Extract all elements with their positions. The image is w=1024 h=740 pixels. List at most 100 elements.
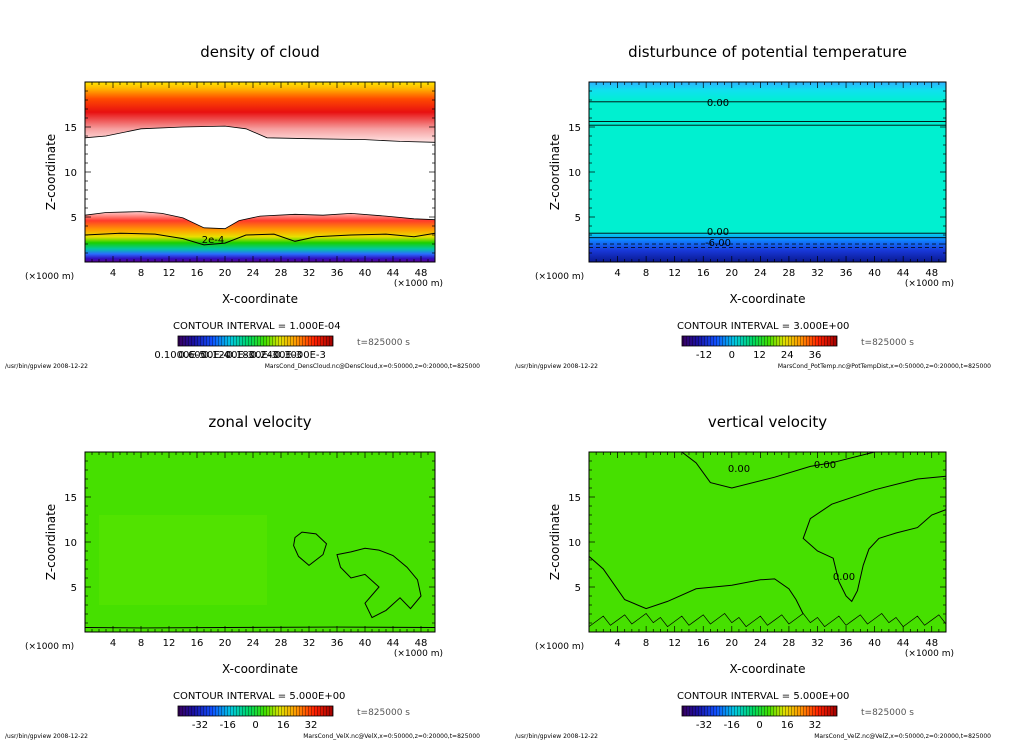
footer-right: MarsCond_VelX.nc@VelX,x=0:50000,z=0:2000… — [303, 733, 480, 740]
colorbar-label: 12 — [753, 350, 766, 361]
x-tick-label: 12 — [668, 638, 681, 649]
colorbar-label: 0 — [252, 720, 258, 731]
y-axis-label: Z-coordinate — [44, 134, 58, 210]
x-unit-left: (×1000 m) — [535, 272, 584, 282]
colorbar-dividers — [682, 336, 837, 346]
chart-title: density of cloud — [200, 43, 320, 61]
colorbar-label: 0.2400E-3 — [251, 350, 302, 361]
colorbar-label: -12 — [696, 350, 712, 361]
colorbar-dividers — [682, 706, 837, 716]
y-tick-label: 5 — [71, 583, 77, 594]
y-tick-label: 15 — [64, 123, 77, 134]
footer-left: /usr/bin/gpview 2008-12-22 — [515, 363, 598, 370]
x-tick-label: 48 — [925, 268, 938, 279]
contour-line — [84, 232, 436, 246]
x-tick-label: 8 — [643, 268, 649, 279]
contour-label: 0.00 — [707, 98, 729, 109]
x-tick-label: 44 — [387, 638, 400, 649]
y-tick-label: 15 — [568, 493, 581, 504]
chart-title: zonal velocity — [208, 413, 311, 431]
x-unit-right: (×1000 m) — [905, 649, 954, 659]
x-tick-label: 28 — [275, 638, 288, 649]
time-stamp: t=825000 s — [357, 708, 410, 718]
y-tick-label: 10 — [64, 168, 77, 179]
contour-label: 0.00 — [707, 227, 729, 238]
x-tick-label: 36 — [331, 638, 344, 649]
chart-title: vertical velocity — [708, 413, 827, 431]
x-tick-label: 24 — [754, 638, 767, 649]
colorbar-label: 0.1800E-3 — [227, 350, 278, 361]
x-axis-label: X-coordinate — [730, 292, 806, 306]
x-tick-label: 44 — [387, 268, 400, 279]
y-tick-label: 10 — [568, 168, 581, 179]
y-tick-label: 5 — [575, 213, 581, 224]
colorbar-label: 16 — [781, 720, 794, 731]
x-tick-label: 4 — [110, 638, 116, 649]
colorbar-label: 36 — [809, 350, 822, 361]
y-tick-label: 5 — [71, 213, 77, 224]
x-tick-label: 20 — [219, 638, 232, 649]
x-axis-label: X-coordinate — [222, 292, 298, 306]
y-tick-label: 5 — [575, 583, 581, 594]
y-axis-label: Z-coordinate — [548, 134, 562, 210]
colorbar-label: 32 — [809, 720, 822, 731]
x-unit-left: (×1000 m) — [535, 642, 584, 652]
colorbar-label: 0.1200E-3 — [202, 350, 253, 361]
colorbar-frame — [681, 335, 838, 347]
x-tick-label: 48 — [925, 638, 938, 649]
contour-interval: CONTOUR INTERVAL = 5.000E+00 — [173, 691, 345, 702]
plot-background — [589, 452, 946, 632]
colorbar-dividers — [178, 706, 333, 716]
x-unit-right: (×1000 m) — [394, 279, 443, 289]
contour-label: 0.00 — [833, 572, 855, 583]
y-tick-label: 10 — [64, 538, 77, 549]
colorbar-label: 0.1000E-5 — [154, 350, 205, 361]
x-tick-label: 36 — [840, 638, 853, 649]
x-tick-label: 40 — [868, 638, 881, 649]
y-tick-label: 15 — [64, 493, 77, 504]
contour-label: 0.00 — [728, 464, 750, 475]
footer-right: MarsCond_PotTemp.nc@PotTempDist,x=0:5000… — [778, 363, 991, 370]
colorbar-label: 16 — [277, 720, 290, 731]
x-axis-label: X-coordinate — [222, 662, 298, 676]
contour-line — [588, 613, 947, 628]
x-unit-right: (×1000 m) — [394, 649, 443, 659]
cloud-lower-band — [85, 211, 435, 262]
contour-interval: CONTOUR INTERVAL = 5.000E+00 — [677, 691, 849, 702]
y-tick-label: 10 — [568, 538, 581, 549]
colorbar-frame — [681, 705, 838, 717]
contour-line — [336, 547, 422, 619]
y-tick-label: 15 — [568, 123, 581, 134]
x-tick-label: 40 — [359, 268, 372, 279]
colorbar-dividers — [178, 336, 333, 346]
colorbar-label: -32 — [192, 720, 208, 731]
x-tick-label: 24 — [247, 268, 260, 279]
chart-panel-2: disturbunce of potential temperature 0.00… — [515, 43, 991, 370]
x-tick-label: 36 — [840, 268, 853, 279]
x-tick-label: 16 — [191, 268, 204, 279]
contour-interval: CONTOUR INTERVAL = 3.000E+00 — [677, 321, 849, 332]
colorbar-label: 0.6000E-4 — [178, 350, 229, 361]
colorbar-label: -16 — [220, 720, 236, 731]
x-tick-label: 12 — [163, 638, 176, 649]
x-tick-label: 4 — [110, 268, 116, 279]
contour-interval: CONTOUR INTERVAL = 1.000E-04 — [173, 321, 341, 332]
colorbar-label: 24 — [781, 350, 794, 361]
colorbar-frame — [177, 335, 334, 347]
footer-right: MarsCond_VelZ.nc@VelZ,x=0:50000,z=0:2000… — [814, 733, 991, 740]
contour-label: 2e-4 — [202, 235, 225, 246]
colorbar-label: -16 — [724, 720, 740, 731]
colorbar-frame — [177, 705, 334, 717]
x-tick-label: 32 — [303, 638, 316, 649]
chart-title: disturbunce of potential temperature — [628, 43, 907, 61]
x-tick-label: 24 — [247, 638, 260, 649]
contour-line — [293, 531, 328, 567]
contour-line — [802, 475, 947, 603]
time-stamp: t=825000 s — [861, 338, 914, 348]
ptemp-upper-layer — [589, 82, 946, 102]
time-stamp: t=825000 s — [861, 708, 914, 718]
x-tick-label: 8 — [138, 638, 144, 649]
